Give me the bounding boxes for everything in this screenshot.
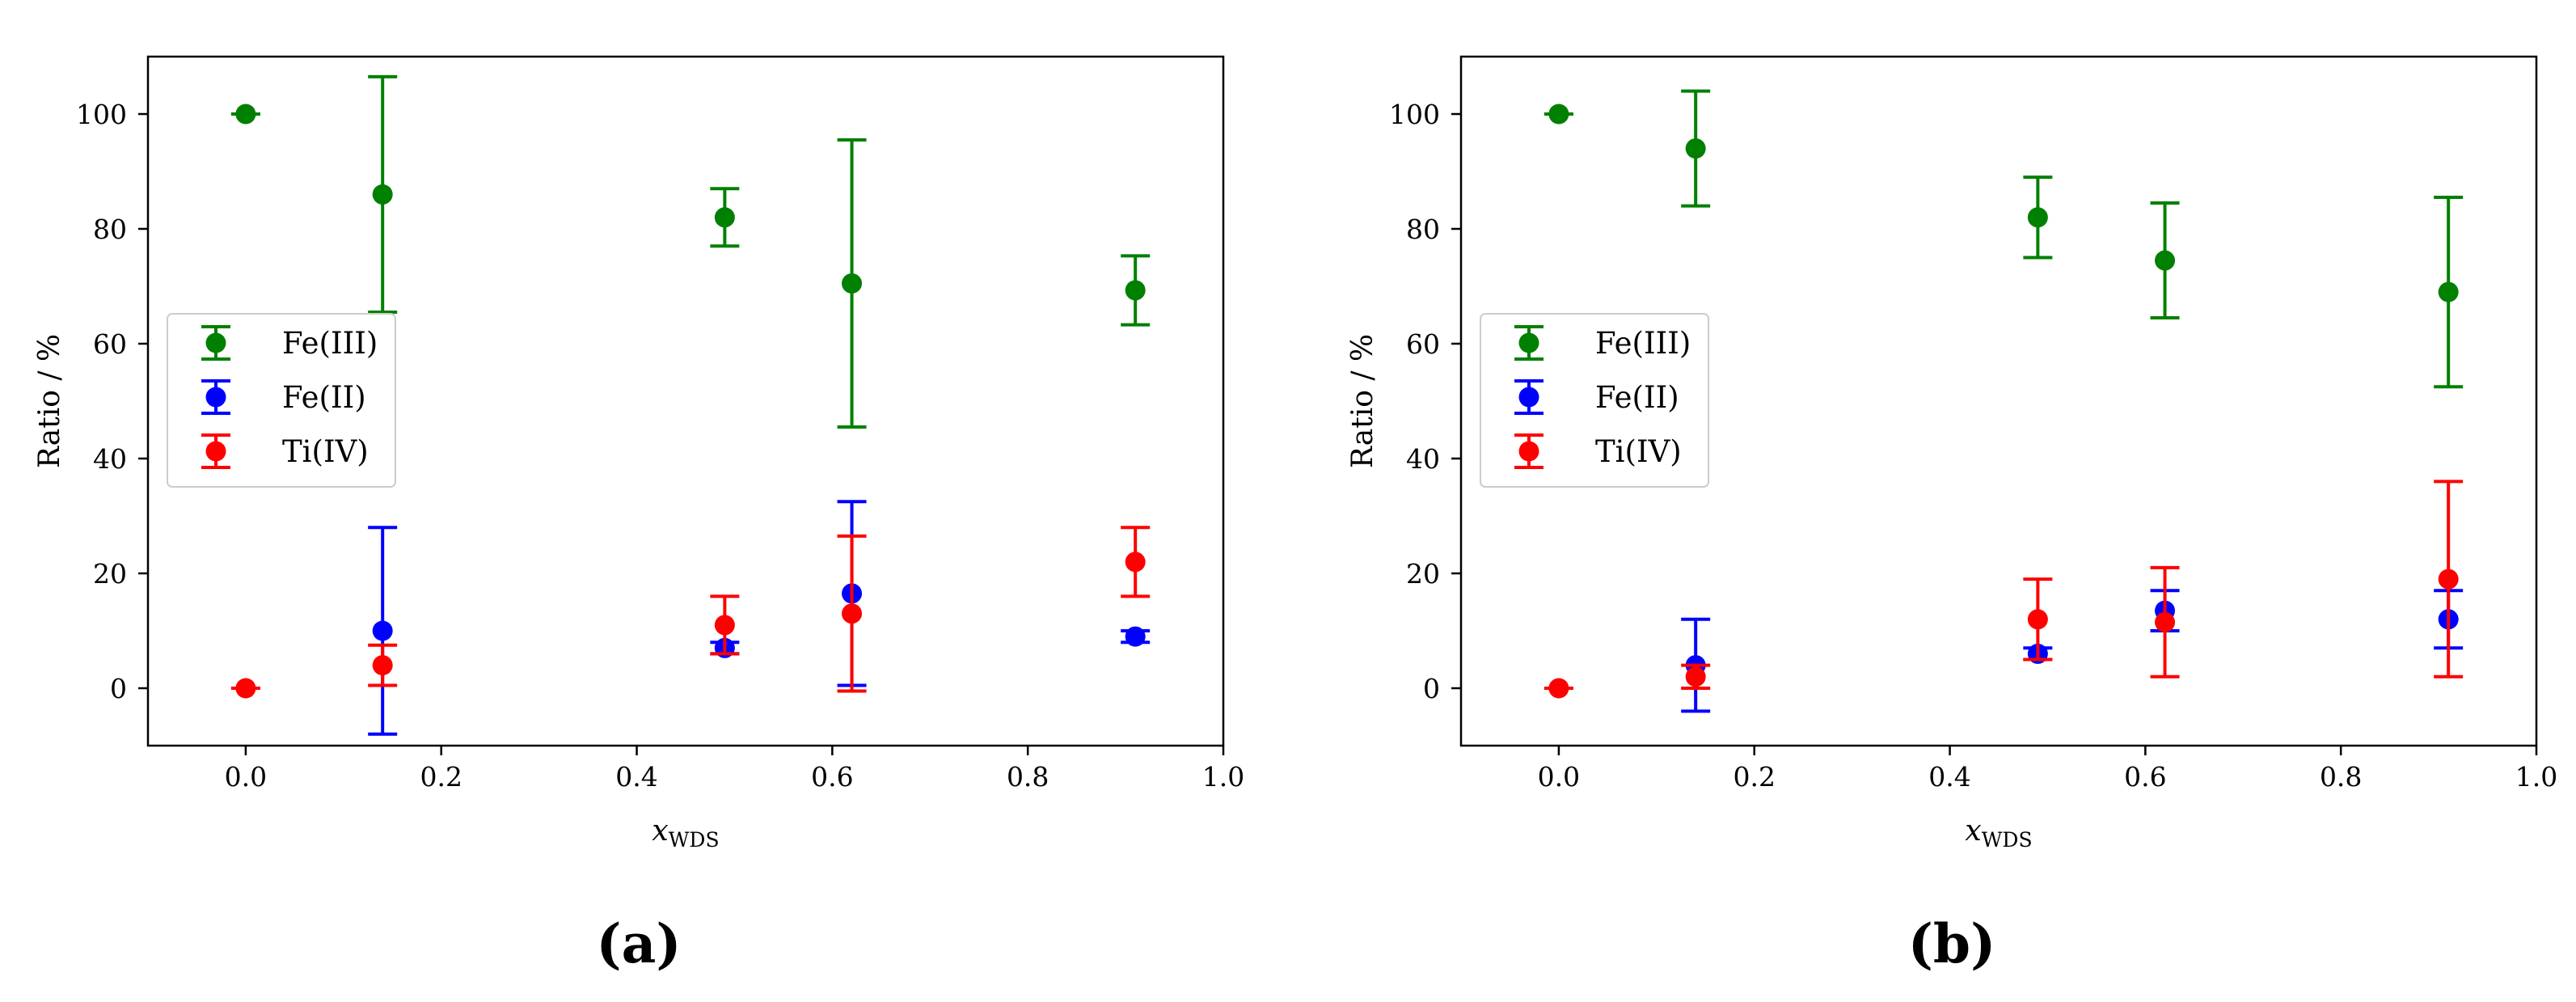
legend-box	[1480, 313, 1709, 488]
x-tick-label: 0.0	[1538, 761, 1580, 793]
data-point	[372, 184, 393, 205]
x-tick-label: 1.0	[1202, 761, 1244, 793]
y-tick-label: 80	[1406, 214, 1440, 245]
panel-label: (a)	[596, 912, 681, 975]
y-tick-label: 60	[1406, 328, 1440, 360]
x-tick-label: 0.6	[2124, 761, 2166, 793]
data-point	[714, 615, 735, 636]
y-tick-label: 40	[1406, 443, 1440, 475]
data-point	[2155, 250, 2176, 271]
legend-marker	[205, 387, 226, 408]
x-axis-label: xWDS	[1965, 814, 2032, 852]
series-feii	[368, 500, 1151, 736]
y-tick-label: 20	[93, 558, 127, 590]
x-tick-label: 0.4	[615, 761, 657, 793]
series-feiii	[230, 74, 1151, 429]
x-tick-label: 0.2	[420, 761, 462, 793]
y-tick-label: 100	[1389, 99, 1440, 130]
legend-label: Ti(IV)	[1595, 434, 1682, 469]
legend-label: Fe(III)	[1595, 326, 1691, 361]
x-axis-label-main: x	[1965, 814, 1981, 848]
data-point	[1548, 678, 1569, 699]
series-feiii	[1543, 89, 2464, 389]
x-tick-label: 0.6	[811, 761, 853, 793]
y-tick-label: 0	[110, 673, 127, 704]
legend-label: Fe(III)	[282, 326, 378, 361]
series-tiiv	[230, 526, 1151, 699]
plot-frame	[1459, 55, 2538, 747]
chart-panel-b: 0.0 0.2 0.4 0.6 0.8 1.0 0 20 40 60 80 100 xWDS Ratio …	[1346, 55, 2557, 975]
data-point	[714, 207, 735, 228]
legend-marker	[1518, 387, 1539, 408]
data-point	[372, 655, 393, 676]
data-point	[1125, 280, 1146, 301]
data-point	[2027, 609, 2048, 630]
chart-panel-a: 0.0 0.2 0.4 0.6 0.8 1.0 0 20 40 60 80 100 xWDS Ratio …	[33, 55, 1244, 975]
x-axis-label: xWDS	[652, 814, 719, 852]
y-axis-label: Ratio / %	[1346, 334, 1379, 468]
y-tick-label: 20	[1406, 558, 1440, 590]
data-point	[1125, 626, 1146, 647]
panel-label: (b)	[1908, 912, 1996, 975]
y-tick-label: 40	[93, 443, 127, 475]
plot-frame	[146, 55, 1225, 747]
x-axis-label-main: x	[652, 814, 668, 848]
legend-box	[167, 313, 396, 488]
legend-marker	[1518, 332, 1539, 353]
y-tick-label: 0	[1423, 673, 1440, 704]
x-tick-label: 0.8	[2320, 761, 2362, 793]
x-axis-label-subscript: WDS	[669, 828, 720, 852]
data-point	[2155, 611, 2176, 632]
data-point	[842, 273, 863, 294]
legend-label: Fe(II)	[282, 380, 366, 415]
y-tick-label: 100	[76, 99, 127, 130]
data-point	[235, 104, 256, 125]
x-tick-label: 1.0	[2515, 761, 2557, 793]
data-point	[2027, 207, 2048, 228]
y-axis-label: Ratio / %	[33, 334, 66, 468]
legend-label: Ti(IV)	[282, 434, 369, 469]
legend-label: Fe(II)	[1595, 380, 1679, 415]
x-axis-label-subscript: WDS	[1982, 828, 2033, 852]
series-tiiv	[1543, 480, 2464, 699]
data-point	[372, 620, 393, 641]
legend-marker	[205, 332, 226, 353]
x-tick-label: 0.8	[1007, 761, 1049, 793]
series-feii	[1681, 589, 2464, 713]
data-point	[1548, 104, 1569, 125]
legend-marker	[205, 441, 226, 462]
data-point	[235, 678, 256, 699]
data-point	[2438, 569, 2459, 590]
legend-marker	[1518, 441, 1539, 462]
data-point	[842, 603, 863, 624]
data-point	[2438, 281, 2459, 302]
x-tick-label: 0.0	[225, 761, 267, 793]
y-tick-label: 60	[93, 328, 127, 360]
data-point	[1685, 666, 1706, 687]
data-point	[1685, 138, 1706, 159]
data-point	[1125, 552, 1146, 573]
y-tick-label: 80	[93, 214, 127, 245]
x-tick-label: 0.4	[1928, 761, 1970, 793]
x-tick-label: 0.2	[1733, 761, 1775, 793]
